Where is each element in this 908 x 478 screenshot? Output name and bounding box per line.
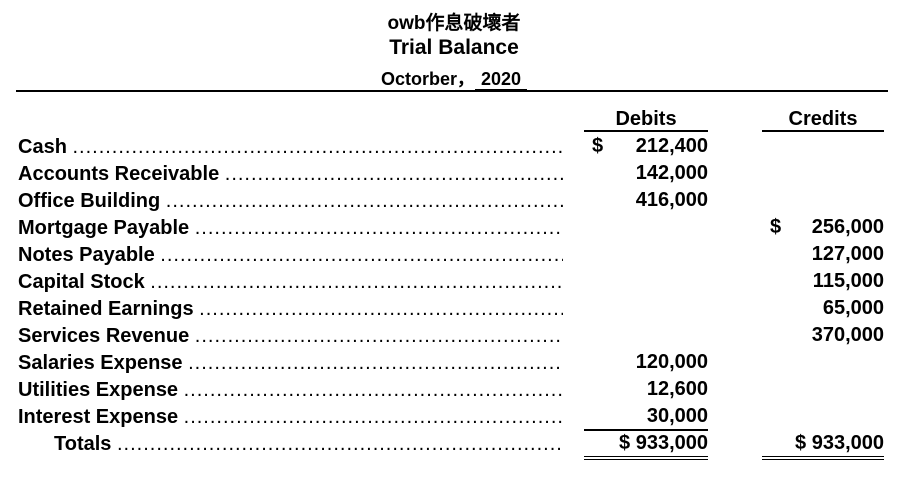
account-label: Salaries Expense <box>18 352 183 374</box>
credit-amount: 115,000 <box>812 270 884 292</box>
debit-amount-cell <box>584 242 708 267</box>
table-row: Salaries Expense .......................… <box>18 350 888 377</box>
credit-amount-cell <box>762 161 884 186</box>
debit-amount-cell: 142,000 <box>584 161 708 186</box>
credit-amount: 370,000 <box>811 324 884 346</box>
account-label: Office Building <box>18 190 161 212</box>
table-row: Cash ...................................… <box>18 134 888 161</box>
debit-amount-cell <box>584 296 708 321</box>
table-row: Services Revenue .......................… <box>18 323 888 350</box>
credit-amount-cell: 65,000 <box>762 296 884 321</box>
header-rule <box>16 90 888 92</box>
leader-dots: ........................................… <box>188 352 563 374</box>
account-name: Interest Expense .......................… <box>18 404 563 431</box>
debits-column-header: Debits <box>584 108 708 132</box>
account-name: Capital Stock ..........................… <box>18 269 563 296</box>
debit-amount: 30,000 <box>646 405 708 427</box>
debit-amount: 142,000 <box>635 162 708 184</box>
credit-amount-cell <box>762 377 884 402</box>
table-row: Accounts Receivable ....................… <box>18 161 888 188</box>
totals-name: Totals .................................… <box>18 431 563 458</box>
credit-amount: 256,000 <box>811 216 884 238</box>
currency-symbol: $ <box>592 135 604 157</box>
account-name: Services Revenue .......................… <box>18 323 563 350</box>
leader-dots: ........................................… <box>183 379 563 401</box>
account-label: Retained Earnings <box>18 298 194 320</box>
currency-symbol: $ <box>770 216 782 238</box>
report-title: Trial Balance <box>389 36 519 59</box>
credit-amount-cell <box>762 350 884 375</box>
company-name: owb作息破壞者 <box>387 13 521 34</box>
totals-row: Totals .................................… <box>18 431 888 460</box>
account-label: Capital Stock <box>18 271 145 293</box>
credit-amount-cell: 370,000 <box>762 323 884 348</box>
leader-dots: ........................................… <box>194 217 563 239</box>
debit-amount-cell <box>584 215 708 240</box>
table-row: Notes Payable ..........................… <box>18 242 888 269</box>
total-debit-amount: $ 933,000 <box>584 431 708 460</box>
credit-amount-cell: 127,000 <box>762 242 884 267</box>
total-credit-cell: $ 933,000 <box>762 431 884 460</box>
leader-dots: ........................................… <box>194 325 563 347</box>
account-label: Accounts Receivable <box>18 163 220 185</box>
total-debit-cell: $ 933,000 <box>584 431 708 460</box>
debit-amount-cell: $212,400 <box>584 134 708 159</box>
debit-amount-cell: 12,600 <box>584 377 708 402</box>
account-label: Notes Payable <box>18 244 155 266</box>
account-label: Cash <box>18 136 67 158</box>
debit-amount: 212,400 <box>635 135 708 157</box>
period-month: Octorber， <box>380 69 475 89</box>
leader-dots: ........................................… <box>150 271 563 293</box>
credit-amount: 127,000 <box>811 243 884 265</box>
period-year: 2020 <box>474 69 528 90</box>
leader-dots: ........................................… <box>183 406 563 428</box>
credit-amount-cell <box>762 404 884 429</box>
account-name: Notes Payable ..........................… <box>18 242 563 269</box>
account-name: Utilities Expense ......................… <box>18 377 563 404</box>
totals-label: Totals <box>54 433 112 455</box>
account-name: Retained Earnings ......................… <box>18 296 563 323</box>
leader-dots: ........................................… <box>199 298 563 320</box>
account-name: Cash ...................................… <box>18 134 563 161</box>
account-label: Interest Expense <box>18 406 179 428</box>
account-name: Mortgage Payable .......................… <box>18 215 563 242</box>
account-label: Utilities Expense <box>18 379 179 401</box>
table-row: Capital Stock ..........................… <box>18 269 888 296</box>
account-label: Mortgage Payable <box>18 217 190 239</box>
leader-dots: ........................................… <box>72 136 563 158</box>
credit-amount-cell <box>762 134 884 159</box>
table-row: Interest Expense .......................… <box>18 404 888 431</box>
account-label: Services Revenue <box>18 325 190 347</box>
debit-amount: 416,000 <box>635 189 708 211</box>
account-name: Accounts Receivable ....................… <box>18 161 563 188</box>
table-row: Mortgage Payable .......................… <box>18 215 888 242</box>
debit-amount-cell: 30,000 <box>584 404 708 431</box>
credits-column-header: Credits <box>762 108 884 132</box>
leader-dots: ........................................… <box>165 190 563 212</box>
table-row: Retained Earnings ......................… <box>18 296 888 323</box>
table-row: Office Building ........................… <box>18 188 888 215</box>
leader-dots: ........................................… <box>116 433 563 455</box>
table-row: Utilities Expense ......................… <box>18 377 888 404</box>
credit-amount: 65,000 <box>822 297 884 319</box>
total-credit-amount: $ 933,000 <box>762 431 884 460</box>
debit-amount: 12,600 <box>646 378 708 400</box>
debit-amount: 120,000 <box>635 351 708 373</box>
credit-amount-cell: $256,000 <box>762 215 884 240</box>
leader-dots: ........................................… <box>160 244 563 266</box>
report-period: Octorber， 2020 <box>0 65 908 91</box>
credit-amount-cell: 115,000 <box>762 269 884 294</box>
account-name: Office Building ........................… <box>18 188 563 215</box>
debit-amount-cell: 120,000 <box>584 350 708 375</box>
account-name: Salaries Expense .......................… <box>18 350 563 377</box>
debit-amount-cell: 416,000 <box>584 188 708 213</box>
debit-amount-cell <box>584 269 708 294</box>
leader-dots: ........................................… <box>224 163 563 185</box>
debit-amount-cell <box>584 323 708 348</box>
credit-amount-cell <box>762 188 884 213</box>
